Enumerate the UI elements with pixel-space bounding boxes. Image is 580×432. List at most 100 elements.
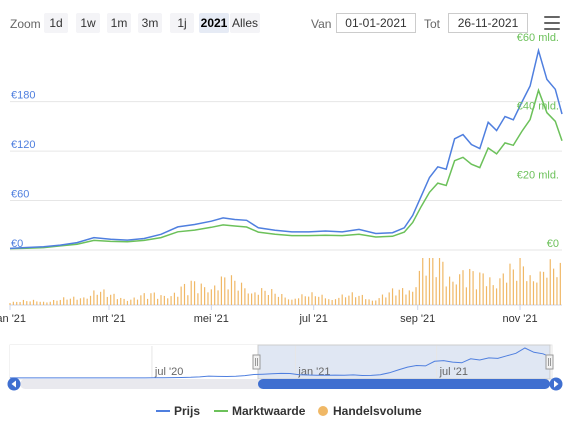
- zoom-button-1w[interactable]: 1w: [76, 13, 100, 33]
- volume-bar: [388, 292, 390, 305]
- volume-bar: [230, 275, 233, 305]
- zoom-button-2021[interactable]: 2021: [199, 13, 229, 33]
- volume-bar: [499, 278, 501, 305]
- legend: Prijs Marktwaarde Handelsvolume: [0, 402, 580, 422]
- volume-bar: [314, 296, 316, 305]
- volume-bar: [398, 289, 400, 305]
- volume-bar: [120, 297, 122, 305]
- volume-bar: [291, 299, 293, 305]
- volume-bar: [542, 271, 545, 305]
- volume-bar: [200, 283, 202, 305]
- volume-bar: [96, 294, 98, 305]
- legend-item-prijs[interactable]: Prijs: [156, 404, 200, 418]
- volume-bar: [371, 300, 374, 305]
- volume-bar: [536, 282, 538, 305]
- volume-bar: [227, 289, 229, 305]
- volume-bar: [459, 274, 461, 305]
- zoom-button-alles[interactable]: Alles: [230, 13, 260, 33]
- volume-bar: [234, 280, 236, 305]
- volume-bar: [237, 290, 239, 305]
- volume-bar: [529, 275, 531, 305]
- right-axis-labels: €0 €20 mld. €40 mld. €60 mld.: [517, 32, 559, 250]
- volume-bar: [136, 299, 139, 305]
- volume-bar: [244, 288, 246, 305]
- zoom-button-1d[interactable]: 1d: [44, 13, 68, 33]
- volume-bar: [271, 289, 273, 305]
- volume-bar: [546, 277, 548, 305]
- left-axis-tick-label: €120: [11, 139, 35, 151]
- right-axis-tick-label: €0: [547, 238, 559, 250]
- volume-bar: [334, 299, 337, 305]
- legend-item-handelsvolume[interactable]: Handelsvolume: [318, 404, 422, 418]
- volume-bar: [240, 282, 243, 305]
- volume-bar: [93, 290, 95, 305]
- navigator[interactable]: jul '20 jan '21 jul '21: [9, 344, 554, 380]
- volume-bar: [328, 299, 330, 305]
- volume-bar: [391, 288, 394, 305]
- volume-bar: [475, 289, 478, 305]
- volume-bar: [100, 291, 102, 305]
- volume-bar: [532, 281, 535, 305]
- volume-bar: [425, 275, 427, 305]
- volume-bar: [116, 299, 118, 305]
- legend-label: Prijs: [174, 404, 201, 418]
- volume-bar: [59, 299, 61, 305]
- volume-bar: [405, 294, 407, 305]
- legend-item-marktwaarde[interactable]: Marktwaarde: [214, 404, 305, 418]
- volume-bar: [358, 295, 360, 305]
- volume-bar: [261, 288, 263, 305]
- scrollbar-thumb[interactable]: [258, 379, 550, 389]
- volume-bar: [469, 268, 471, 305]
- volume-bar: [36, 301, 38, 305]
- volume-bar: [56, 300, 58, 305]
- volume-bar: [277, 296, 280, 305]
- volume-bar: [22, 299, 25, 305]
- volume-bar: [395, 295, 397, 305]
- zoom-button-1j[interactable]: 1j: [170, 13, 194, 33]
- volume-bar: [485, 286, 488, 305]
- volume-bar: [73, 296, 75, 305]
- chevron-left-icon: [11, 380, 16, 388]
- volume-bar: [338, 297, 340, 305]
- x-axis-labels: jan '21 mrt '21 mei '21 jul '21 sep '21 nov '…: [0, 305, 538, 325]
- volume-bar: [415, 287, 417, 305]
- navigator-handle-left[interactable]: [252, 354, 261, 370]
- volume-bar: [341, 294, 343, 305]
- volume-bar: [46, 302, 48, 305]
- volume-bars: [9, 258, 561, 305]
- volume-bar: [462, 270, 464, 305]
- volume-bar: [355, 297, 357, 305]
- volume-bar: [190, 280, 192, 305]
- volume-bar: [217, 290, 219, 305]
- volume-bar: [351, 292, 353, 305]
- x-axis-tick-label: mrt '21: [92, 313, 125, 325]
- volume-bar: [438, 258, 441, 305]
- volume-bar: [526, 281, 528, 305]
- legend-dot-icon: [318, 405, 328, 416]
- navigator-tick-label: jul '21: [439, 366, 468, 378]
- zoom-button-3m[interactable]: 3m: [138, 13, 162, 33]
- volume-bar: [418, 270, 420, 305]
- volume-bar: [304, 296, 306, 305]
- volume-bar: [294, 298, 296, 305]
- hamburger-menu-icon[interactable]: [544, 16, 560, 30]
- navigator-handle-right[interactable]: [545, 354, 554, 370]
- volume-bar: [502, 273, 504, 305]
- legend-label: Marktwaarde: [232, 404, 306, 418]
- scrollbar[interactable]: [7, 377, 563, 391]
- zoom-button-1m[interactable]: 1m: [107, 13, 131, 33]
- chevron-right-icon: [554, 380, 559, 388]
- from-date-input[interactable]: 01-01-2021: [336, 13, 416, 33]
- x-axis-tick-label: nov '21: [502, 313, 537, 325]
- volume-bar: [173, 292, 176, 305]
- volume-bar: [311, 292, 313, 305]
- volume-bar: [130, 299, 132, 305]
- volume-bar: [375, 300, 377, 305]
- volume-bar: [123, 298, 125, 305]
- volume-bar: [264, 290, 266, 305]
- volume-bar: [89, 295, 92, 305]
- volume-bar: [422, 258, 424, 305]
- to-date-input[interactable]: 26-11-2021: [448, 13, 528, 33]
- volume-bar: [344, 297, 347, 305]
- right-axis-tick-label: €20 mld.: [517, 169, 559, 181]
